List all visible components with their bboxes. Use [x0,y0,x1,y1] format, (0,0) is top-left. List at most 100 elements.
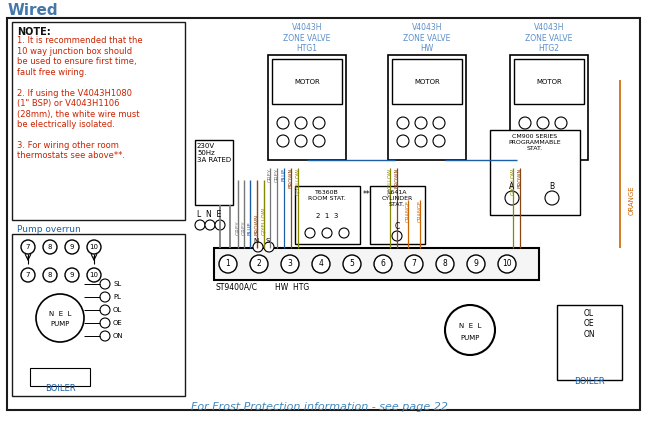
Text: ON: ON [113,333,124,339]
Circle shape [313,135,325,147]
Text: 3. For wiring other room: 3. For wiring other room [17,141,119,150]
Text: B: B [549,181,554,190]
Text: MOTOR: MOTOR [414,79,440,85]
Circle shape [519,117,531,129]
Circle shape [43,268,57,282]
Circle shape [264,242,274,252]
Text: 8: 8 [48,272,52,278]
Text: HW  HTG: HW HTG [275,283,309,292]
Text: 8: 8 [48,244,52,250]
Circle shape [397,117,409,129]
Text: CM900 SERIES
PROGRAMMABLE
STAT.: CM900 SERIES PROGRAMMABLE STAT. [509,134,562,151]
Text: GREY: GREY [241,220,247,235]
Text: G/YELLOW: G/YELLOW [388,168,393,195]
Circle shape [87,240,101,254]
Text: 6: 6 [380,260,386,268]
Bar [268,55,346,160]
Text: ORANGE: ORANGE [629,185,635,215]
Text: BOILER: BOILER [45,384,75,393]
Text: T6360B
ROOM STAT.: T6360B ROOM STAT. [308,190,346,201]
Text: ORANGE: ORANGE [406,200,410,222]
Bar [370,186,425,244]
Text: be used to ensure first time,: be used to ensure first time, [17,57,137,66]
Bar [510,55,588,160]
Circle shape [295,117,307,129]
Text: NOTE:: NOTE: [17,27,50,37]
Bar [557,305,622,380]
Text: ORANGE: ORANGE [417,200,422,222]
Text: 9: 9 [70,244,74,250]
Text: fault free wiring.: fault free wiring. [17,68,87,76]
Text: BROWN: BROWN [518,168,523,188]
Text: BROWN: BROWN [289,168,294,188]
Circle shape [519,135,531,147]
Circle shape [415,135,427,147]
Circle shape [545,191,559,205]
Text: 2. If using the V4043H1080: 2. If using the V4043H1080 [17,89,132,97]
Circle shape [415,117,427,129]
Text: G/YELLOW: G/YELLOW [296,168,300,195]
Circle shape [43,240,57,254]
Circle shape [205,220,215,230]
Circle shape [405,255,423,273]
Circle shape [100,318,110,328]
Circle shape [215,220,225,230]
Text: SL: SL [113,281,121,287]
Text: 8: 8 [443,260,447,268]
Text: PUMP: PUMP [460,335,479,341]
Text: 3: 3 [287,260,292,268]
Text: 4: 4 [318,260,324,268]
Text: 1. It is recommended that the: 1. It is recommended that the [17,36,142,45]
Text: 230V
50Hz
3A RATED: 230V 50Hz 3A RATED [197,143,231,163]
Circle shape [21,268,35,282]
Bar [214,248,539,280]
Text: N  E  L: N E L [459,323,481,329]
Circle shape [65,268,79,282]
Text: (28mm), the white wire must: (28mm), the white wire must [17,109,140,119]
Text: L  N  E: L N E [197,210,221,219]
Text: BLUE: BLUE [281,168,287,181]
Text: BROWN: BROWN [395,168,399,188]
Circle shape [100,279,110,289]
Text: OL: OL [113,307,122,313]
Circle shape [339,228,349,238]
Text: (1" BSP) or V4043H1106: (1" BSP) or V4043H1106 [17,99,120,108]
Text: OL
OE
ON: OL OE ON [583,309,595,339]
Circle shape [505,191,519,205]
Text: L641A
CYLINDER
STAT.: L641A CYLINDER STAT. [381,190,413,207]
Text: G/YELLOW: G/YELLOW [261,207,267,235]
Circle shape [343,255,361,273]
Bar [272,59,342,104]
Text: 10 way junction box should: 10 way junction box should [17,46,132,56]
Text: MOTOR: MOTOR [536,79,562,85]
Text: BLUE: BLUE [248,221,252,235]
Circle shape [498,255,516,273]
Text: 5: 5 [349,260,355,268]
Text: 7: 7 [411,260,417,268]
Text: 10: 10 [89,272,98,278]
Circle shape [537,135,549,147]
Bar [514,59,584,104]
Circle shape [312,255,330,273]
Circle shape [253,242,263,252]
Text: BOILER: BOILER [574,377,604,386]
Text: N  E  L: N E L [49,311,71,317]
Text: 9: 9 [474,260,478,268]
Text: C: C [395,222,400,230]
Circle shape [250,255,268,273]
Circle shape [433,135,445,147]
Circle shape [433,117,445,129]
Circle shape [87,268,101,282]
Circle shape [436,255,454,273]
Text: 1: 1 [226,260,230,268]
Bar [490,130,580,215]
Text: PL: PL [113,294,121,300]
Text: OE: OE [113,320,123,326]
Circle shape [219,255,237,273]
Circle shape [100,331,110,341]
Text: 9: 9 [70,272,74,278]
Circle shape [445,305,495,355]
Text: GREY: GREY [274,168,280,182]
Circle shape [555,135,567,147]
Text: 10: 10 [89,244,98,250]
